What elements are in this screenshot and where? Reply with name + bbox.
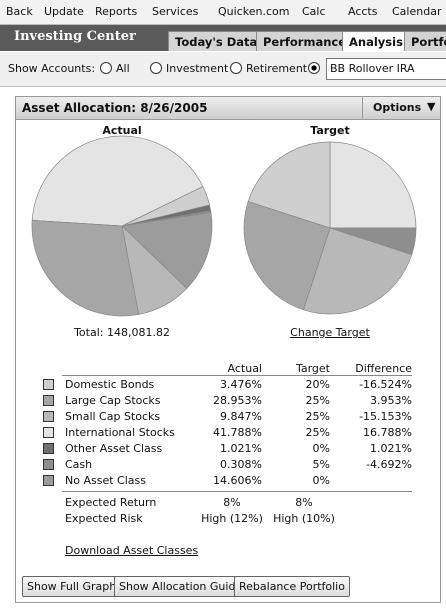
summary-cell: High (12%) xyxy=(201,512,263,525)
row-name: International Stocks xyxy=(65,426,175,439)
button[interactable]: Show Allocation Guide xyxy=(114,576,248,597)
column-header: Difference xyxy=(355,362,412,375)
cell: 3.953% xyxy=(370,394,412,407)
legend-swatch xyxy=(43,379,54,390)
menu-item[interactable]: Quicken.com xyxy=(218,5,290,18)
row-name: Other Asset Class xyxy=(65,442,163,455)
cell: 0% xyxy=(312,442,330,455)
radio-label: Retirement xyxy=(246,62,308,75)
row-name: Cash xyxy=(65,458,93,471)
cell: 0.308% xyxy=(220,458,262,471)
cell: 28.953% xyxy=(213,394,262,407)
cell: 41.788% xyxy=(213,426,262,439)
legend-swatch xyxy=(43,459,54,470)
cell: -15.153% xyxy=(359,410,412,423)
cell: 5% xyxy=(312,458,330,471)
button[interactable]: Rebalance Portfolio xyxy=(234,576,350,597)
tab[interactable]: Portfolio xyxy=(404,31,446,51)
panel-header: Asset Allocation: 8/26/2005 Options ▼ xyxy=(16,97,440,120)
account-select[interactable]: BB Rollover IRA xyxy=(326,58,446,80)
cell: 14.606% xyxy=(213,474,262,487)
rule xyxy=(62,491,412,492)
row-name: Domestic Bonds xyxy=(65,378,155,391)
pie-slice xyxy=(302,227,413,315)
menu-item[interactable]: Back xyxy=(6,5,33,18)
radio-label: Investment xyxy=(166,62,229,75)
legend-swatch xyxy=(43,443,54,454)
cell: 1.021% xyxy=(220,442,262,455)
radio-selected[interactable] xyxy=(308,62,320,74)
cell: 16.788% xyxy=(363,426,412,439)
row-name: Large Cap Stocks xyxy=(65,394,161,407)
summary-cell: High (10%) xyxy=(273,512,335,525)
column-header: Actual xyxy=(227,362,262,375)
accounts-label: Show Accounts: xyxy=(8,62,96,75)
row-name: No Asset Class xyxy=(65,474,146,487)
pie-slice xyxy=(243,200,331,311)
button[interactable]: Show Full Graph xyxy=(22,576,122,597)
cell: -16.524% xyxy=(359,378,412,391)
cell: 3.476% xyxy=(220,378,262,391)
pie-slice xyxy=(31,219,140,317)
menu-item[interactable]: Calc xyxy=(302,5,326,18)
change-target[interactable]: Change Target xyxy=(290,326,370,339)
menu-item[interactable]: Reports xyxy=(95,5,138,18)
cell: 25% xyxy=(305,410,330,423)
pie-slice xyxy=(247,141,331,229)
menu-item[interactable]: Update xyxy=(44,5,84,18)
cell: 1.021% xyxy=(370,442,412,455)
accounts-bar: Show Accounts: BB Rollover IRA All Invest… xyxy=(0,52,446,87)
total: Total: 148,081.82 xyxy=(74,326,170,339)
download-link[interactable]: Download Asset Classes xyxy=(65,544,199,557)
target-title: Target xyxy=(310,124,350,137)
options-menu[interactable]: Options ▼ xyxy=(362,97,441,119)
cell: 9.847% xyxy=(220,410,262,423)
pie-slice xyxy=(31,135,204,227)
tab[interactable]: Analysis xyxy=(342,31,410,51)
menu-item[interactable]: Services xyxy=(152,5,199,18)
actual-title: Actual xyxy=(102,124,142,137)
legend-swatch xyxy=(43,395,54,406)
pie-slice xyxy=(329,141,417,229)
options-arrow: ▼ xyxy=(427,100,436,113)
header-bar: Investing Center Today's Data Performance… xyxy=(0,25,446,51)
cell: 0% xyxy=(312,474,330,487)
rule xyxy=(62,375,412,376)
radio-label: All xyxy=(116,62,130,75)
cell: -4.692% xyxy=(366,458,412,471)
row-name: Small Cap Stocks xyxy=(65,410,161,423)
cell: 20% xyxy=(305,378,330,391)
app-title: Investing Center xyxy=(14,29,136,44)
radio[interactable] xyxy=(230,62,242,74)
options-label: Options xyxy=(373,101,422,114)
cell: 25% xyxy=(305,394,330,407)
menu-item[interactable]: Accts xyxy=(348,5,378,18)
tab[interactable]: Today's Data xyxy=(168,31,265,51)
summary-cell: 8% xyxy=(223,496,241,509)
cell: 25% xyxy=(305,426,330,439)
radio[interactable] xyxy=(100,62,112,74)
legend-swatch xyxy=(43,427,54,438)
legend-swatch xyxy=(43,475,54,486)
panel-title: Asset Allocation: 8/26/2005 xyxy=(22,101,208,115)
summary-name: Expected Risk xyxy=(65,512,143,525)
pie-slice xyxy=(121,212,213,289)
legend-swatch xyxy=(43,411,54,422)
summary-cell: 8% xyxy=(295,496,313,509)
menu-item[interactable]: Calendar xyxy=(392,5,442,18)
column-header: Target xyxy=(295,362,330,375)
summary-name: Expected Return xyxy=(65,496,157,509)
menu-bar: Back Update Reports Services Quicken.com Calc… xyxy=(0,0,446,25)
radio[interactable] xyxy=(150,62,162,74)
tab[interactable]: Performance xyxy=(256,31,354,51)
